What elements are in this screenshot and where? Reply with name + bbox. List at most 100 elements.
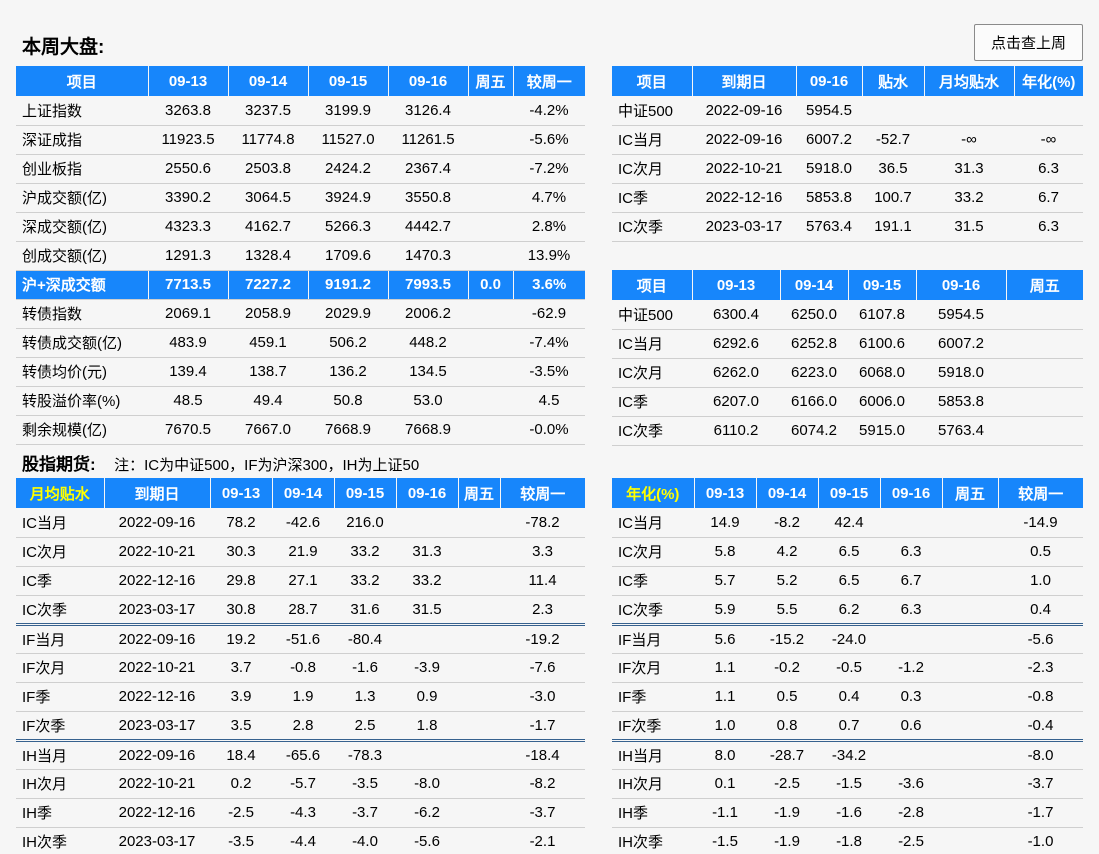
cell-value: -34.2 xyxy=(818,740,880,770)
table-row: IC次季 6110.2 6074.2 5915.0 5763.4 xyxy=(612,416,1083,446)
cell-value: -0.5 xyxy=(818,653,880,683)
cell-value: 0.5 xyxy=(756,682,818,712)
row-label: IC季 xyxy=(612,183,692,213)
cell-value: 3.6% xyxy=(513,270,585,300)
cell-value: 7713.5 xyxy=(148,270,229,300)
table-row: IC季 5.7 5.2 6.5 6.7 1.0 xyxy=(612,566,1083,596)
cell-value xyxy=(458,508,500,538)
cell-value: 5.5 xyxy=(756,595,818,626)
cell-value: 2.8% xyxy=(513,212,585,242)
table-row: IH次季 -1.5 -1.9 -1.8 -2.5 -1.0 xyxy=(612,827,1083,854)
cell-value: 2.5 xyxy=(334,711,396,742)
header-row: 年化(%) 09-13 09-14 09-15 09-16 周五 较周一 xyxy=(612,478,1083,508)
cell-value xyxy=(942,508,998,538)
cell-value xyxy=(468,183,513,213)
cell-value: 29.8 xyxy=(210,566,272,596)
column-header: 09-13 xyxy=(210,478,273,508)
view-last-week-button[interactable]: 点击查上周 xyxy=(973,24,1083,61)
table-row: 上证指数 3263.8 3237.5 3199.9 3126.4 -4.2% xyxy=(16,96,585,126)
cell-value: 6.2 xyxy=(818,595,880,626)
annualized-section: 年化(%) 09-13 09-14 09-15 09-16 周五 较周一 IC当月 14.9 -8… xyxy=(612,478,1083,854)
cell-value: -62.9 xyxy=(513,299,585,329)
cell-value: 11261.5 xyxy=(388,125,468,155)
table-row: 沪+深成交额 7713.5 7227.2 9191.2 7993.5 0.0 3.6% xyxy=(16,270,585,300)
cell-value: -14.9 xyxy=(998,508,1083,538)
row-label: 创成交额(亿) xyxy=(16,241,148,271)
cell-value: -0.2 xyxy=(756,653,818,683)
cell-value: 5915.0 xyxy=(848,416,916,446)
cell-value: 6068.0 xyxy=(848,358,916,388)
cell-value xyxy=(942,769,998,799)
cell-value: 3.7 xyxy=(210,653,272,683)
cell-value: 4.2 xyxy=(756,537,818,567)
cell-value: -42.6 xyxy=(272,508,334,538)
monthly-basis-section: 月均贴水 到期日 09-13 09-14 09-15 09-16 周五 较周一 IC当月 2022… xyxy=(16,478,585,854)
cell-value: 0.6 xyxy=(880,711,942,742)
column-header: 09-16 xyxy=(388,66,469,96)
cell-value: 2006.2 xyxy=(388,299,468,329)
row-label: 中证500 xyxy=(612,300,692,330)
table-row: IC次季 2023-03-17 30.8 28.7 31.6 31.5 2.3 xyxy=(16,595,585,626)
cell-value xyxy=(1006,300,1083,330)
table-row: IC次月 2022-10-21 5918.0 36.5 31.3 6.3 xyxy=(612,154,1083,184)
table-row: IF次季 1.0 0.8 0.7 0.6 -0.4 xyxy=(612,711,1083,742)
cell-value: 4442.7 xyxy=(388,212,468,242)
cell-value: 7670.5 xyxy=(148,415,228,445)
cell-value: 6.3 xyxy=(880,595,942,626)
column-header: 较周一 xyxy=(513,66,585,96)
cell-value: 3126.4 xyxy=(388,96,468,126)
column-header: 较周一 xyxy=(500,478,585,508)
row-label: IF次月 xyxy=(16,653,104,683)
cell-value: -1.6 xyxy=(334,653,396,683)
cell-value: -18.4 xyxy=(500,740,585,770)
cell-value xyxy=(468,386,513,416)
cell-value: 14.9 xyxy=(694,508,756,538)
cell-value: -∞ xyxy=(924,125,1014,155)
table-row: 沪成交额(亿) 3390.2 3064.5 3924.9 3550.8 4.7% xyxy=(16,183,585,213)
table-row: IC次季 2023-03-17 5763.4 191.1 31.5 6.3 xyxy=(612,212,1083,242)
row-label: IH次季 xyxy=(16,827,104,854)
cell-value: -1.7 xyxy=(998,798,1083,828)
row-label: IH季 xyxy=(612,798,694,828)
row-label: IC次月 xyxy=(612,537,694,567)
cell-value: -8.2 xyxy=(500,769,585,799)
cell-value: 3237.5 xyxy=(228,96,308,126)
cell-value: 3.5 xyxy=(210,711,272,742)
cell-value: -0.0% xyxy=(513,415,585,445)
cell-value xyxy=(468,299,513,329)
column-header: 09-14 xyxy=(228,66,309,96)
cell-value: 3199.9 xyxy=(308,96,388,126)
table-row: 剩余规模(亿) 7670.5 7667.0 7668.9 7668.9 -0.0% xyxy=(16,415,585,445)
cell-value: 8.0 xyxy=(694,740,756,770)
cell-value xyxy=(468,96,513,126)
cell-value: 2022-12-16 xyxy=(104,798,210,828)
cell-value xyxy=(942,711,998,742)
row-label: IC次季 xyxy=(16,595,104,626)
cell-value: 11923.5 xyxy=(148,125,228,155)
cell-value: 11774.8 xyxy=(228,125,308,155)
cell-value: -5.7 xyxy=(272,769,334,799)
cell-value: -0.8 xyxy=(998,682,1083,712)
row-label: IH当月 xyxy=(612,740,694,770)
cell-value: 1.9 xyxy=(272,682,334,712)
cell-value: 2022-09-16 xyxy=(104,508,210,538)
cell-value xyxy=(924,96,1014,126)
cell-value: 0.3 xyxy=(880,682,942,712)
row-label: IC次季 xyxy=(612,212,692,242)
cell-value: 42.4 xyxy=(818,508,880,538)
cell-value: -1.7 xyxy=(500,711,585,742)
cell-value: 6074.2 xyxy=(780,416,848,446)
cell-value: 2.3 xyxy=(500,595,585,626)
cell-value: 6252.8 xyxy=(780,329,848,359)
cell-value: 6107.8 xyxy=(848,300,916,330)
cell-value: 6.5 xyxy=(818,566,880,596)
cell-value: 2023-03-17 xyxy=(104,595,210,626)
cell-value: 2503.8 xyxy=(228,154,308,184)
cell-value: 134.5 xyxy=(388,357,468,387)
row-label: IC季 xyxy=(16,566,104,596)
cell-value: -52.7 xyxy=(862,125,924,155)
cell-value: -∞ xyxy=(1014,125,1083,155)
cell-value xyxy=(458,682,500,712)
cell-value xyxy=(880,624,942,654)
cell-value: 6110.2 xyxy=(692,416,780,446)
